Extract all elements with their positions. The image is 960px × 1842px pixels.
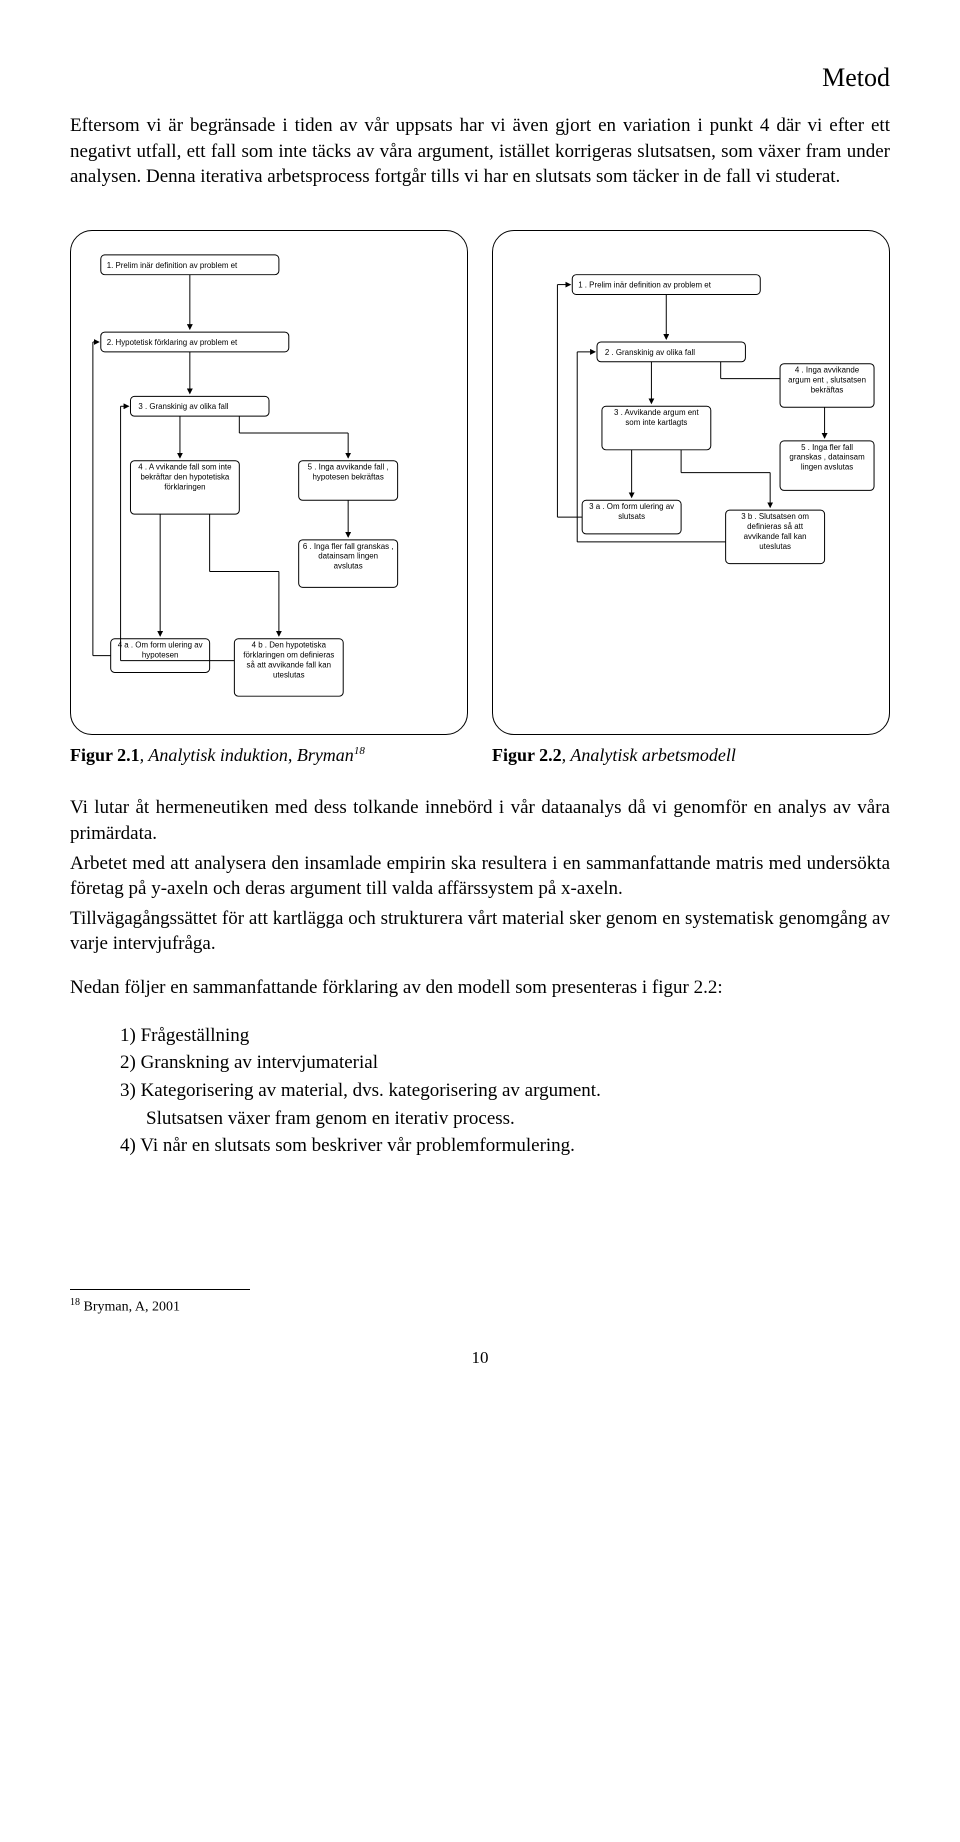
fc-node-2: 2. Hypotetisk förklaring av problem et — [107, 338, 238, 347]
figure-captions: Figur 2.1, Analytisk induktion, Bryman18… — [70, 743, 890, 767]
fc-node-4r: 4 . Inga avvikande argum ent , slutsatse… — [784, 366, 870, 396]
figure-2-2-panel: 1 . Prelim inär definition av problem et… — [492, 230, 890, 735]
figure-2-1-panel: 1. Prelim inär definition av problem et … — [70, 230, 468, 735]
footnote-rule — [70, 1289, 250, 1290]
diagrams-container: 1. Prelim inär definition av problem et … — [70, 230, 890, 735]
fc-node-4b: 4 b . Den hypotetiska förklaringen om de… — [238, 641, 339, 681]
page-number: 10 — [70, 1347, 890, 1370]
summary-paragraph: Nedan följer en sammanfattande förklarin… — [70, 975, 890, 1001]
list-item: 4) Vi når en slutsats som beskriver vår … — [120, 1133, 890, 1159]
list-item-cont: Slutsatsen växer fram genom en iterativ … — [120, 1106, 890, 1132]
numbered-list: 1) Frågeställning 2) Granskning av inter… — [70, 1023, 890, 1159]
fc-node-3: 3 . Granskinig av olika fall — [138, 402, 228, 411]
fc-node-6: 6 . Inga fler fall granskas , datainsam … — [303, 542, 394, 572]
body-paragraph-3: Tillvägagångssättet för att kartlägga oc… — [70, 906, 890, 957]
body-paragraph-2: Arbetet med att analysera den insamlade … — [70, 851, 890, 902]
fc-node-2r: 2 . Granskinig av olika fall — [605, 348, 695, 357]
footnote: 18 Bryman, A, 2001 — [70, 1296, 890, 1318]
list-item: 1) Frågeställning — [120, 1023, 890, 1049]
fc-node-5r: 5 . Inga fler fall granskas , datainsam … — [784, 443, 870, 473]
fc-node-5: 5 . Inga avvikande fall , hypotesen bekr… — [303, 463, 394, 483]
body-paragraph-1: Vi lutar åt hermeneutiken med dess tolka… — [70, 795, 890, 846]
fc-node-1r: 1 . Prelim inär definition av problem et — [578, 281, 712, 290]
list-item: 2) Granskning av intervjumaterial — [120, 1050, 890, 1076]
fc-node-3ar: 3 a . Om form ulering av slutsats — [586, 502, 677, 522]
fc-node-4a: 4 a . Om form ulering av hypotesen — [115, 641, 206, 661]
figure-2-1-caption: Figur 2.1, Analytisk induktion, Bryman18 — [70, 743, 468, 767]
section-title: Metod — [70, 60, 890, 95]
list-item: 3) Kategorisering av material, dvs. kate… — [120, 1078, 890, 1104]
fc-node-1: 1. Prelim inär definition av problem et — [107, 261, 238, 270]
figure-2-1-svg: 1. Prelim inär definition av problem et … — [81, 245, 457, 720]
figure-2-2-caption: Figur 2.2, Analytisk arbetsmodell — [492, 743, 890, 767]
intro-paragraph: Eftersom vi är begränsade i tiden av vår… — [70, 113, 890, 190]
fc-node-4: 4 . A vvikande fall som inte bekräftar d… — [134, 463, 235, 493]
fc-node-3r: 3 . Avvikande argum ent som inte kartlag… — [606, 408, 707, 428]
figure-2-2-svg: 1 . Prelim inär definition av problem et… — [503, 245, 879, 720]
fc-node-3br: 3 b . Slutsatsen om definieras så att av… — [730, 512, 821, 552]
